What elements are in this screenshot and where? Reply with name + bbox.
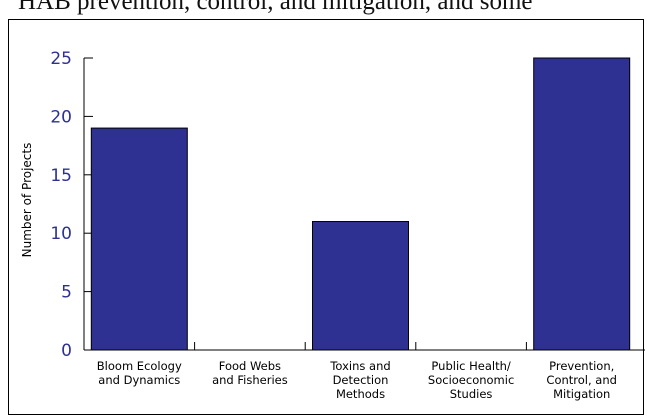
chart-frame (8, 19, 644, 415)
bar-2 (312, 221, 409, 351)
caption-fragment: HAB prevention, control, and mitigation,… (18, 0, 533, 15)
x-tick-label-0: Bloom Ecology and Dynamics (97, 359, 182, 387)
bar-0 (90, 127, 188, 351)
y-axis-label: Number of Projects (20, 143, 34, 258)
y-tick-label-3: 15 (50, 166, 72, 186)
y-tick-label-4: 20 (50, 107, 72, 127)
x-tick-label-1: Food Webs and Fisheries (212, 359, 288, 387)
y-tick-label-1: 5 (61, 283, 72, 303)
y-tick-label-2: 10 (50, 224, 72, 244)
x-tick-label-2: Toxins and Detection Methods (329, 359, 390, 401)
bar-4 (533, 57, 631, 351)
y-tick-label-5: 25 (50, 49, 72, 69)
x-tick-label-3: Public Health/Socioeconomic Studies (428, 359, 514, 401)
x-tick-label-4: Prevention, Control, and Mitigation (546, 359, 617, 401)
y-tick-label-0: 0 (61, 341, 72, 361)
